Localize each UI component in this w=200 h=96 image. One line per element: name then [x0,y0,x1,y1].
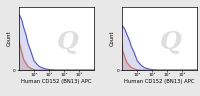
X-axis label: Human CD152 (BN13) APC: Human CD152 (BN13) APC [124,79,195,84]
Y-axis label: Count: Count [7,31,12,46]
Text: Q: Q [57,30,78,54]
Y-axis label: Count: Count [110,31,115,46]
Text: Q: Q [160,30,182,54]
X-axis label: Human CD152 (BN13) APC: Human CD152 (BN13) APC [21,79,92,84]
